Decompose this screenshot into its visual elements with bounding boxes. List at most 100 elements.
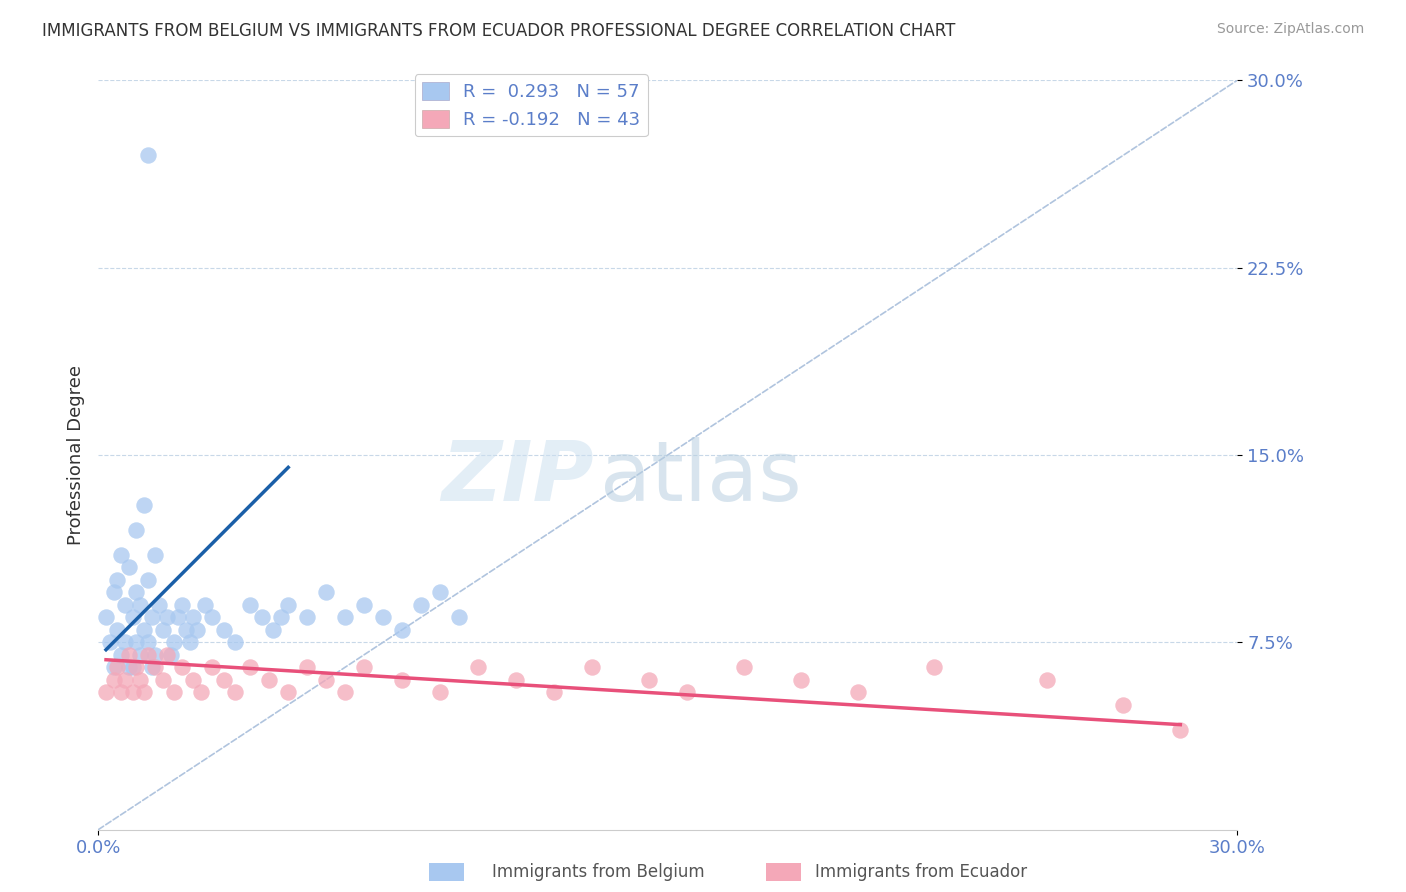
Point bbox=[129, 648, 152, 662]
Point bbox=[136, 573, 159, 587]
Point bbox=[179, 635, 201, 649]
Point bbox=[159, 648, 181, 662]
Point bbox=[118, 648, 141, 662]
Point bbox=[103, 585, 125, 599]
Legend: R =  0.293   N = 57, R = -0.192   N = 43: R = 0.293 N = 57, R = -0.192 N = 43 bbox=[415, 74, 648, 136]
Point bbox=[391, 673, 413, 687]
Point bbox=[467, 660, 489, 674]
Point bbox=[259, 673, 281, 687]
Point bbox=[145, 548, 167, 562]
Point bbox=[110, 548, 132, 562]
Point bbox=[581, 660, 603, 674]
Point bbox=[132, 685, 155, 699]
Point bbox=[315, 585, 337, 599]
Text: atlas: atlas bbox=[599, 437, 801, 518]
Point bbox=[103, 673, 125, 687]
Point bbox=[107, 660, 129, 674]
Point bbox=[118, 660, 141, 674]
Point bbox=[201, 660, 224, 674]
Point bbox=[156, 610, 179, 624]
Point bbox=[110, 648, 132, 662]
Point bbox=[186, 623, 208, 637]
Point bbox=[922, 660, 945, 674]
Point bbox=[239, 660, 262, 674]
Point bbox=[94, 685, 117, 699]
Point bbox=[277, 598, 299, 612]
Point bbox=[94, 610, 117, 624]
Point bbox=[429, 685, 451, 699]
Point bbox=[335, 685, 357, 699]
Point bbox=[174, 623, 197, 637]
Point bbox=[163, 635, 186, 649]
Point bbox=[391, 623, 413, 637]
Point bbox=[136, 148, 159, 162]
Text: Immigrants from Belgium: Immigrants from Belgium bbox=[492, 863, 704, 881]
Point bbox=[543, 685, 565, 699]
Point bbox=[371, 610, 394, 624]
Point bbox=[353, 660, 375, 674]
Point bbox=[145, 648, 167, 662]
Point bbox=[194, 598, 217, 612]
Point bbox=[170, 660, 193, 674]
Point bbox=[129, 673, 152, 687]
Point bbox=[638, 673, 661, 687]
Point bbox=[110, 685, 132, 699]
Point bbox=[125, 660, 148, 674]
Point bbox=[125, 585, 148, 599]
Point bbox=[297, 660, 319, 674]
Point bbox=[118, 560, 141, 574]
Point bbox=[136, 635, 159, 649]
Point bbox=[224, 635, 246, 649]
Point bbox=[170, 598, 193, 612]
Point bbox=[449, 610, 471, 624]
Point bbox=[239, 598, 262, 612]
Point bbox=[156, 648, 179, 662]
Point bbox=[114, 673, 136, 687]
Point bbox=[505, 673, 527, 687]
Point bbox=[212, 623, 235, 637]
Point bbox=[148, 598, 170, 612]
Point bbox=[129, 598, 152, 612]
Point bbox=[676, 685, 699, 699]
Point bbox=[277, 685, 299, 699]
Point bbox=[107, 573, 129, 587]
Point bbox=[250, 610, 273, 624]
Point bbox=[107, 623, 129, 637]
Point bbox=[125, 523, 148, 537]
Point bbox=[411, 598, 433, 612]
Point bbox=[152, 673, 174, 687]
Point bbox=[1036, 673, 1059, 687]
Point bbox=[297, 610, 319, 624]
Point bbox=[114, 635, 136, 649]
Point bbox=[145, 660, 167, 674]
Point bbox=[141, 610, 163, 624]
Point bbox=[152, 623, 174, 637]
Point bbox=[733, 660, 755, 674]
Point bbox=[846, 685, 869, 699]
Text: IMMIGRANTS FROM BELGIUM VS IMMIGRANTS FROM ECUADOR PROFESSIONAL DEGREE CORRELATI: IMMIGRANTS FROM BELGIUM VS IMMIGRANTS FR… bbox=[42, 22, 956, 40]
Point bbox=[270, 610, 292, 624]
Text: ZIP: ZIP bbox=[441, 437, 593, 518]
Point bbox=[429, 585, 451, 599]
Point bbox=[136, 648, 159, 662]
Point bbox=[163, 685, 186, 699]
Point bbox=[224, 685, 246, 699]
Point bbox=[98, 635, 121, 649]
Point bbox=[121, 685, 143, 699]
Point bbox=[1112, 698, 1135, 712]
Point bbox=[190, 685, 212, 699]
Point bbox=[1170, 723, 1192, 737]
Y-axis label: Professional Degree: Professional Degree bbox=[66, 365, 84, 545]
Point bbox=[132, 498, 155, 512]
Point bbox=[103, 660, 125, 674]
Point bbox=[132, 623, 155, 637]
Text: Source: ZipAtlas.com: Source: ZipAtlas.com bbox=[1216, 22, 1364, 37]
Text: Immigrants from Ecuador: Immigrants from Ecuador bbox=[815, 863, 1028, 881]
Point bbox=[167, 610, 190, 624]
Point bbox=[114, 598, 136, 612]
Point bbox=[201, 610, 224, 624]
Point bbox=[121, 660, 143, 674]
Point bbox=[315, 673, 337, 687]
Point bbox=[212, 673, 235, 687]
Point bbox=[183, 610, 205, 624]
